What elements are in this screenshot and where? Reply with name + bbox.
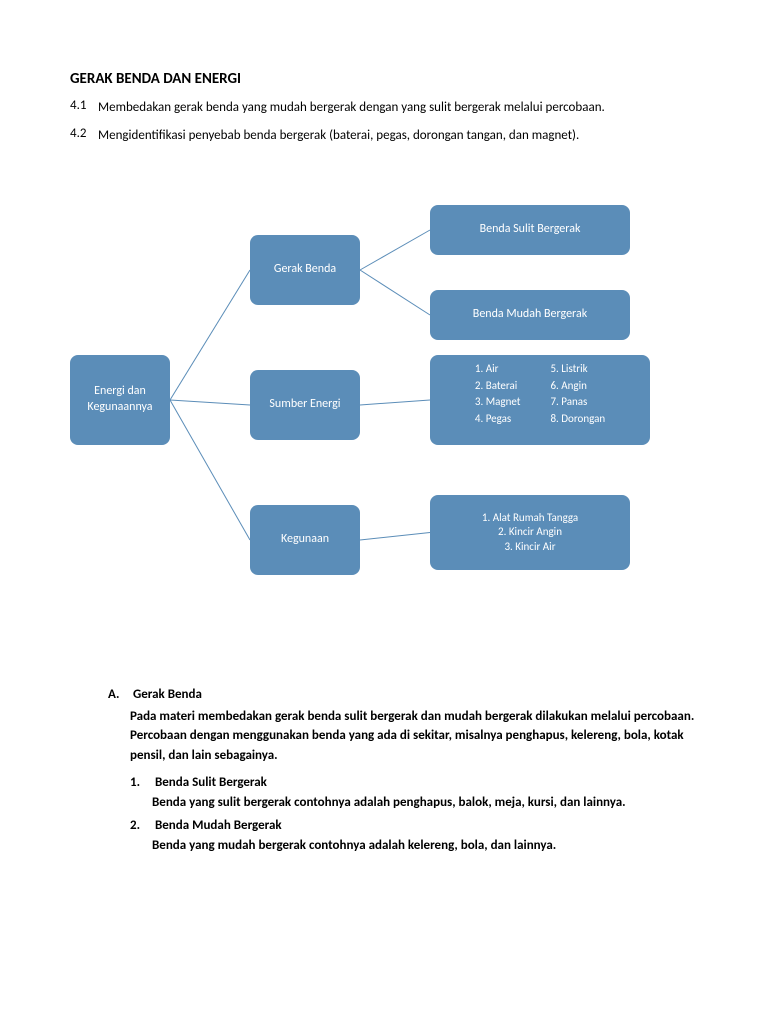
page-title: GERAK BENDA DAN ENERGI (70, 70, 708, 88)
node-kegunaan: Kegunaan (250, 505, 360, 575)
section-a-title: Gerak Benda (133, 687, 202, 702)
node-sumber-energi: Sumber Energi (250, 370, 360, 440)
node-gerak-benda: Gerak Benda (250, 235, 360, 305)
sumber-list-col1: 1. Air2. Baterai3. Magnet4. Pegas (475, 361, 521, 427)
node-kegunaan-list: 1. Alat Rumah Tangga2. Kincir Angin3. Ki… (430, 495, 630, 570)
sumber-list-col2: 5. Listrik6. Angin7. Panas8. Dorongan (550, 361, 605, 427)
section-a-heading: A. Gerak Benda (130, 685, 708, 705)
objective-number: 4.2 (70, 126, 98, 146)
section-a-label: A. (108, 685, 130, 705)
objective-text: Mengidentifikasi penyebab benda bergerak… (98, 126, 708, 146)
section-a: A. Gerak Benda Pada materi membedakan ge… (70, 685, 708, 855)
objective-number: 4.1 (70, 98, 98, 118)
subitem-number: 2. (130, 816, 152, 836)
subitem: 2. Benda Mudah Bergerak Benda yang mudah… (130, 816, 708, 855)
subitem-heading: Benda Mudah Bergerak (155, 818, 282, 833)
subitem-title: 1. Benda Sulit Bergerak (152, 773, 708, 793)
node-sumber-list: 1. Air2. Baterai3. Magnet4. Pegas 5. Lis… (430, 355, 650, 445)
subitem-heading: Benda Sulit Bergerak (155, 775, 267, 790)
subitem: 1. Benda Sulit Bergerak Benda yang sulit… (130, 773, 708, 812)
subitem-body: Benda yang mudah bergerak contohnya adal… (152, 836, 708, 856)
node-benda-mudah: Benda Mudah Bergerak (430, 290, 630, 340)
node-root: Energi dan Kegunaannya (70, 355, 170, 445)
objective-item: 4.2 Mengidentifikasi penyebab benda berg… (70, 126, 708, 146)
node-benda-sulit: Benda Sulit Bergerak (430, 205, 630, 255)
subitem-number: 1. (130, 773, 152, 793)
objective-item: 4.1 Membedakan gerak benda yang mudah be… (70, 98, 708, 118)
subitem-body: Benda yang sulit bergerak contohnya adal… (152, 793, 708, 813)
objective-text: Membedakan gerak benda yang mudah berger… (98, 98, 708, 118)
tree-diagram: Energi dan Kegunaannya Gerak Benda Sumbe… (70, 205, 710, 625)
section-a-body: Pada materi membedakan gerak benda sulit… (130, 707, 708, 766)
subitem-title: 2. Benda Mudah Bergerak (152, 816, 708, 836)
